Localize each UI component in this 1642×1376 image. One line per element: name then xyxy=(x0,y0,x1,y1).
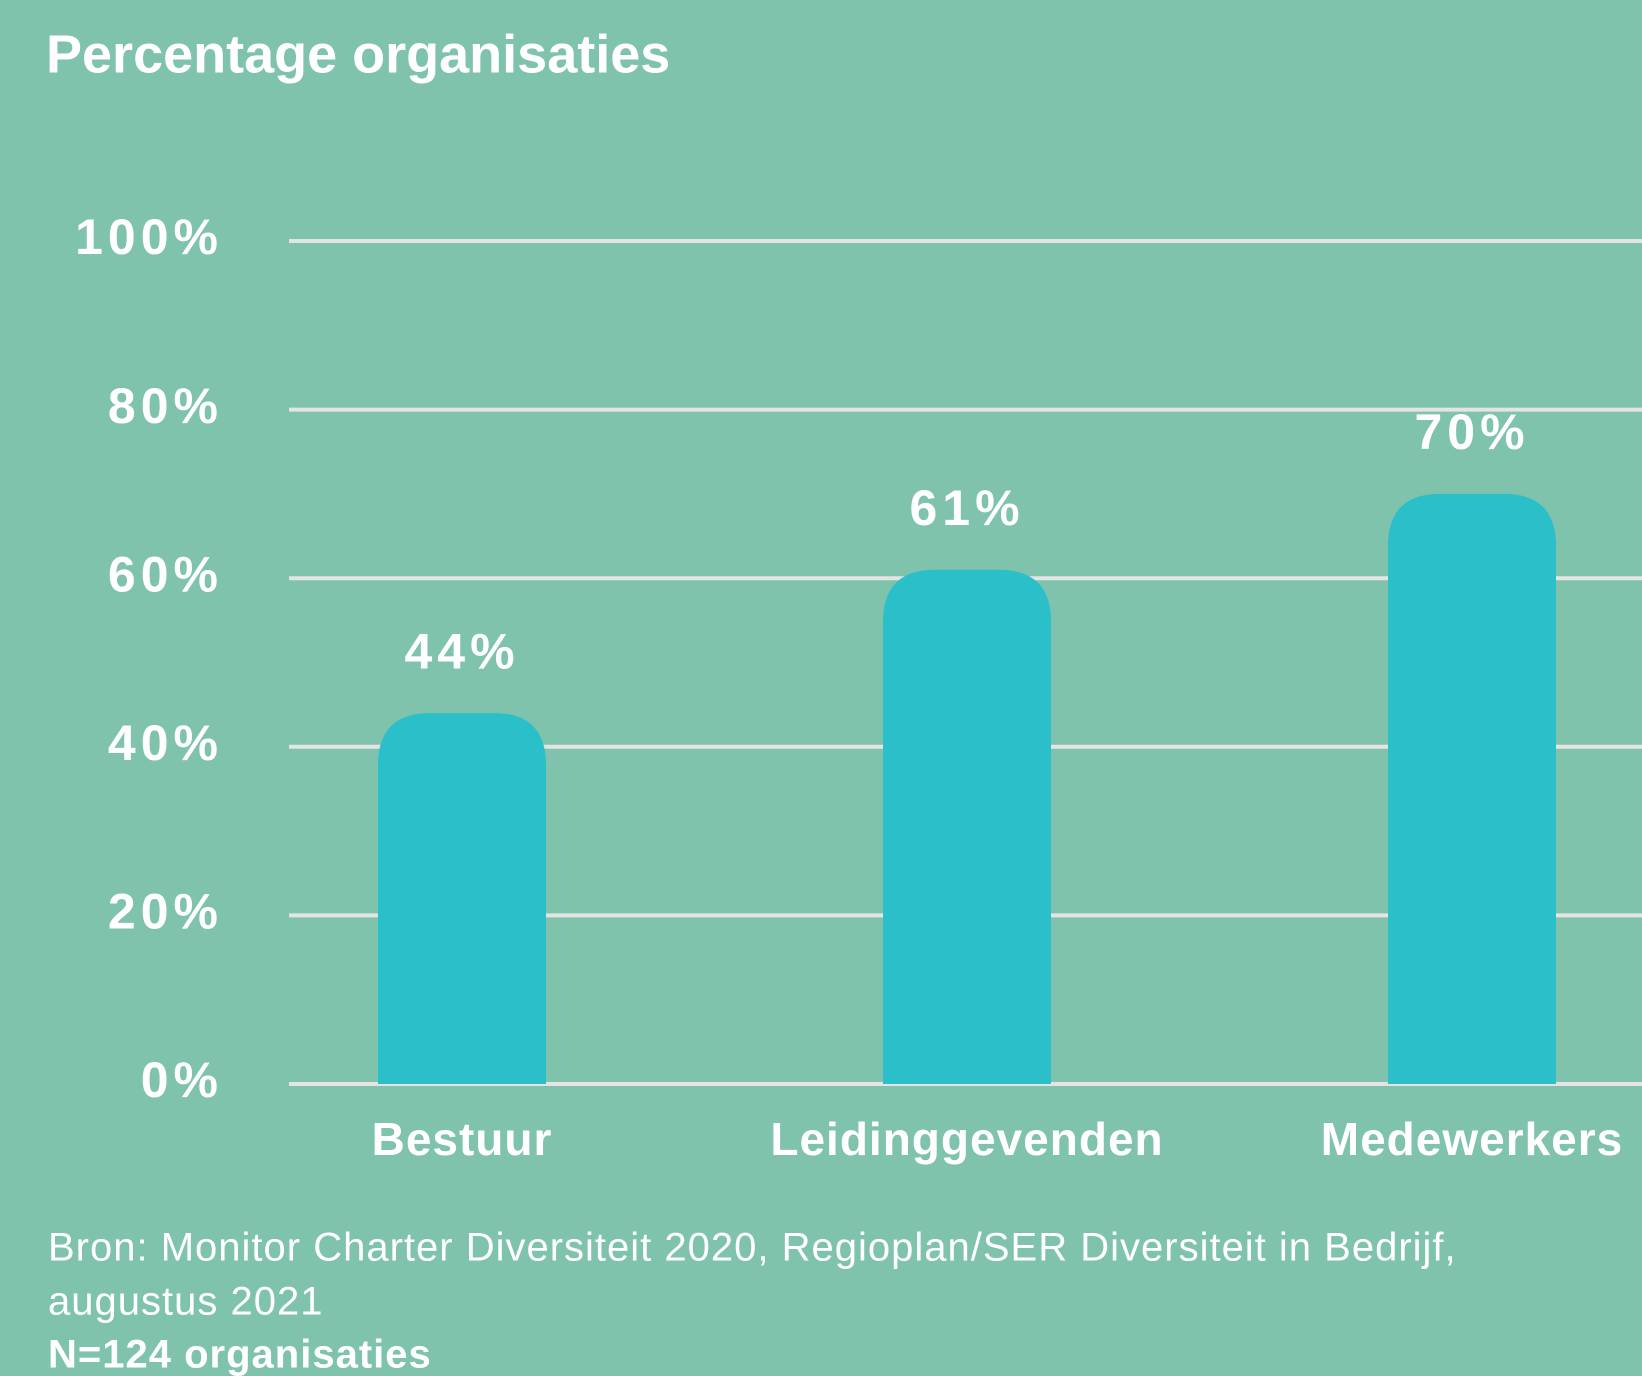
value-label: 70% xyxy=(1414,404,1529,460)
x-tick-label: Medewerkers xyxy=(1321,1113,1624,1165)
bar xyxy=(883,569,1051,1084)
y-tick-label: 40% xyxy=(108,715,223,771)
x-tick-label: Leidinggevenden xyxy=(770,1113,1163,1165)
y-tick-label: 60% xyxy=(108,546,223,602)
sample-note: N=124 organisaties xyxy=(48,1333,432,1376)
bar xyxy=(378,713,546,1084)
y-tick-label: 0% xyxy=(141,1052,223,1108)
value-label: 61% xyxy=(909,480,1024,536)
y-tick-label: 20% xyxy=(108,884,223,940)
y-tick-label: 100% xyxy=(75,209,223,265)
x-tick-label: Bestuur xyxy=(372,1113,553,1165)
source-line: Bron: Monitor Charter Diversiteit 2020, … xyxy=(48,1226,1457,1270)
value-label: 44% xyxy=(404,623,519,679)
chart-title: Percentage organisaties xyxy=(46,24,670,84)
bar xyxy=(1388,493,1556,1084)
source-line: augustus 2021 xyxy=(48,1280,323,1324)
y-tick-label: 80% xyxy=(108,378,223,434)
